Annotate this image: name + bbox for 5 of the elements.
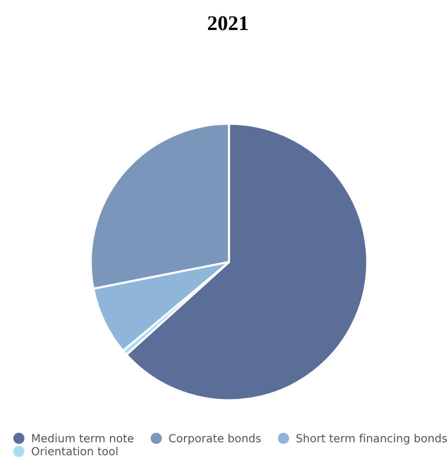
legend-label: Orientation tool <box>32 446 118 456</box>
legend-label: Medium term note <box>32 434 134 442</box>
legend-label: Corporate bonds <box>169 434 261 445</box>
legend-label: Short term financing bonds <box>296 434 447 445</box>
chart-title: 2021 <box>208 16 248 30</box>
